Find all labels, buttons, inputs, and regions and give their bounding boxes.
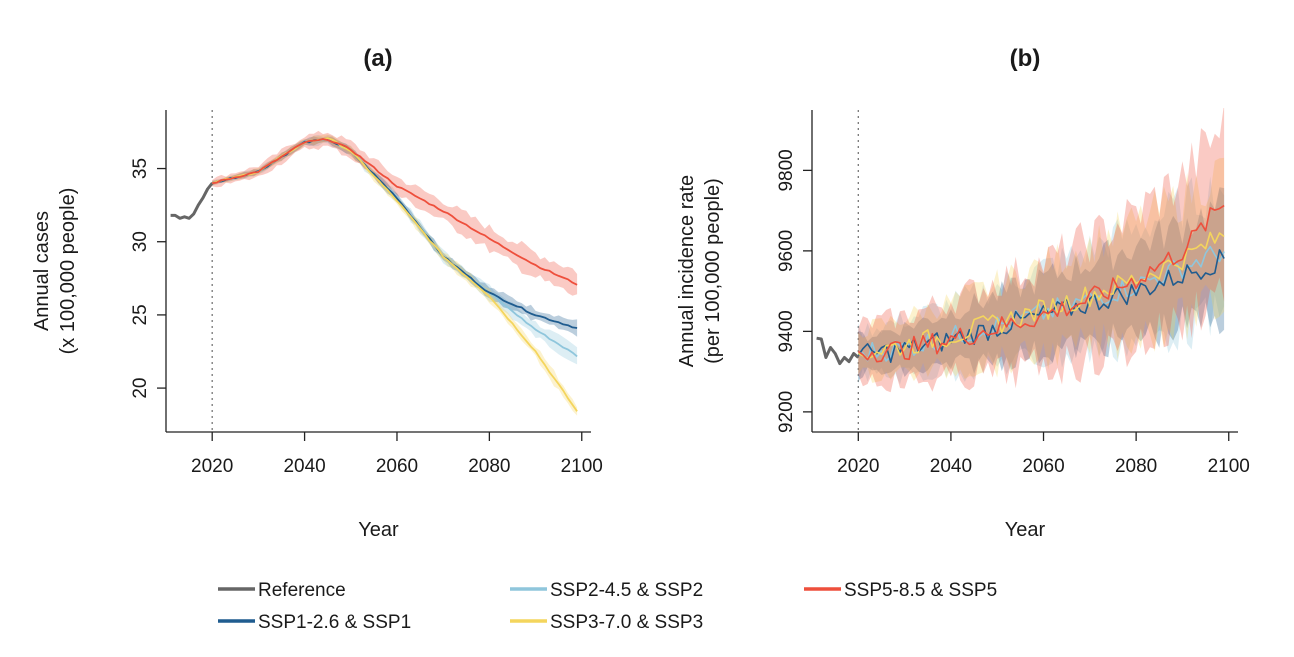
- series-line-ssp5: [212, 138, 578, 286]
- legend-label: Reference: [258, 580, 346, 601]
- series-line-ref: [816, 336, 860, 366]
- series-line-ssp1: [211, 138, 578, 329]
- x-axis-title: Year: [1005, 519, 1046, 541]
- y-tick-label: 9800: [776, 149, 797, 191]
- x-tick-label: 2040: [283, 456, 325, 477]
- x-tick-label: 2080: [1115, 456, 1157, 477]
- y-tick-label: 20: [130, 378, 151, 399]
- legend-item-ssp1: SSP1-2.6 & SSP1: [218, 612, 411, 633]
- y-axis-subtitle: (x 100,000 people): [57, 188, 79, 355]
- uncertainty-band-ssp5: [858, 108, 1225, 393]
- y-tick-label: 35: [130, 158, 151, 179]
- x-tick-label: 2020: [837, 456, 879, 477]
- uncertainty-band-ssp2: [858, 176, 1225, 385]
- legend-label: SSP1-2.6 & SSP1: [258, 612, 411, 633]
- x-tick-label: 2040: [930, 456, 972, 477]
- panel-title: (a): [363, 45, 392, 72]
- series-line-ssp5: [857, 204, 1225, 363]
- y-tick-label: 30: [130, 231, 151, 252]
- y-axis-title: Annual incidence rate: [676, 175, 698, 367]
- uncertainty-band-ssp1: [858, 187, 1225, 381]
- series-line-ref: [170, 182, 214, 220]
- uncertainty-band-ssp3: [858, 157, 1225, 383]
- x-axis-title: Year: [358, 519, 399, 541]
- plot-area: [816, 108, 1225, 393]
- uncertainty-band-ssp5: [212, 130, 578, 296]
- legend-label: SSP2-4.5 & SSP2: [550, 580, 703, 601]
- x-tick-label: 2060: [376, 456, 418, 477]
- x-tick-label: 2100: [1208, 456, 1250, 477]
- y-tick-label: 9200: [776, 391, 797, 433]
- y-axis-subtitle: (per 100,000 people): [702, 178, 724, 364]
- panel-b-incidence: (b) 2020 2040 2060 2080 2100 9200 9400 9600 9800 Y…: [676, 45, 1250, 541]
- x-tick-label: 2100: [561, 456, 603, 477]
- x-tick-label: 2060: [1022, 456, 1064, 477]
- panel-a-cases: (a) 2020 2040 2060 2080 2100 20 25 30 35 Year Annua…: [31, 45, 603, 541]
- legend-item-ssp3: SSP3-7.0 & SSP3: [510, 612, 703, 633]
- x-tick-label: 2080: [468, 456, 510, 477]
- y-axis-title: Annual cases: [31, 211, 53, 331]
- plot-area: [170, 130, 578, 416]
- y-tick-label: 9400: [776, 310, 797, 352]
- legend-item-ssp5: SSP5-8.5 & SSP5: [804, 580, 997, 601]
- legend: Reference SSP2-4.5 & SSP2 SSP5-8.5 & SSP5 S…: [218, 580, 997, 633]
- panel-title: (b): [1010, 45, 1041, 72]
- y-tick-label: 25: [130, 304, 151, 325]
- x-tick-label: 2020: [191, 456, 233, 477]
- legend-item-ref: Reference: [218, 580, 346, 601]
- legend-label: SSP5-8.5 & SSP5: [844, 580, 997, 601]
- y-tick-label: 9600: [776, 230, 797, 272]
- uncertainty-band-ssp1: [212, 136, 578, 337]
- legend-label: SSP3-7.0 & SSP3: [550, 612, 703, 633]
- legend-item-ssp2: SSP2-4.5 & SSP2: [510, 580, 703, 601]
